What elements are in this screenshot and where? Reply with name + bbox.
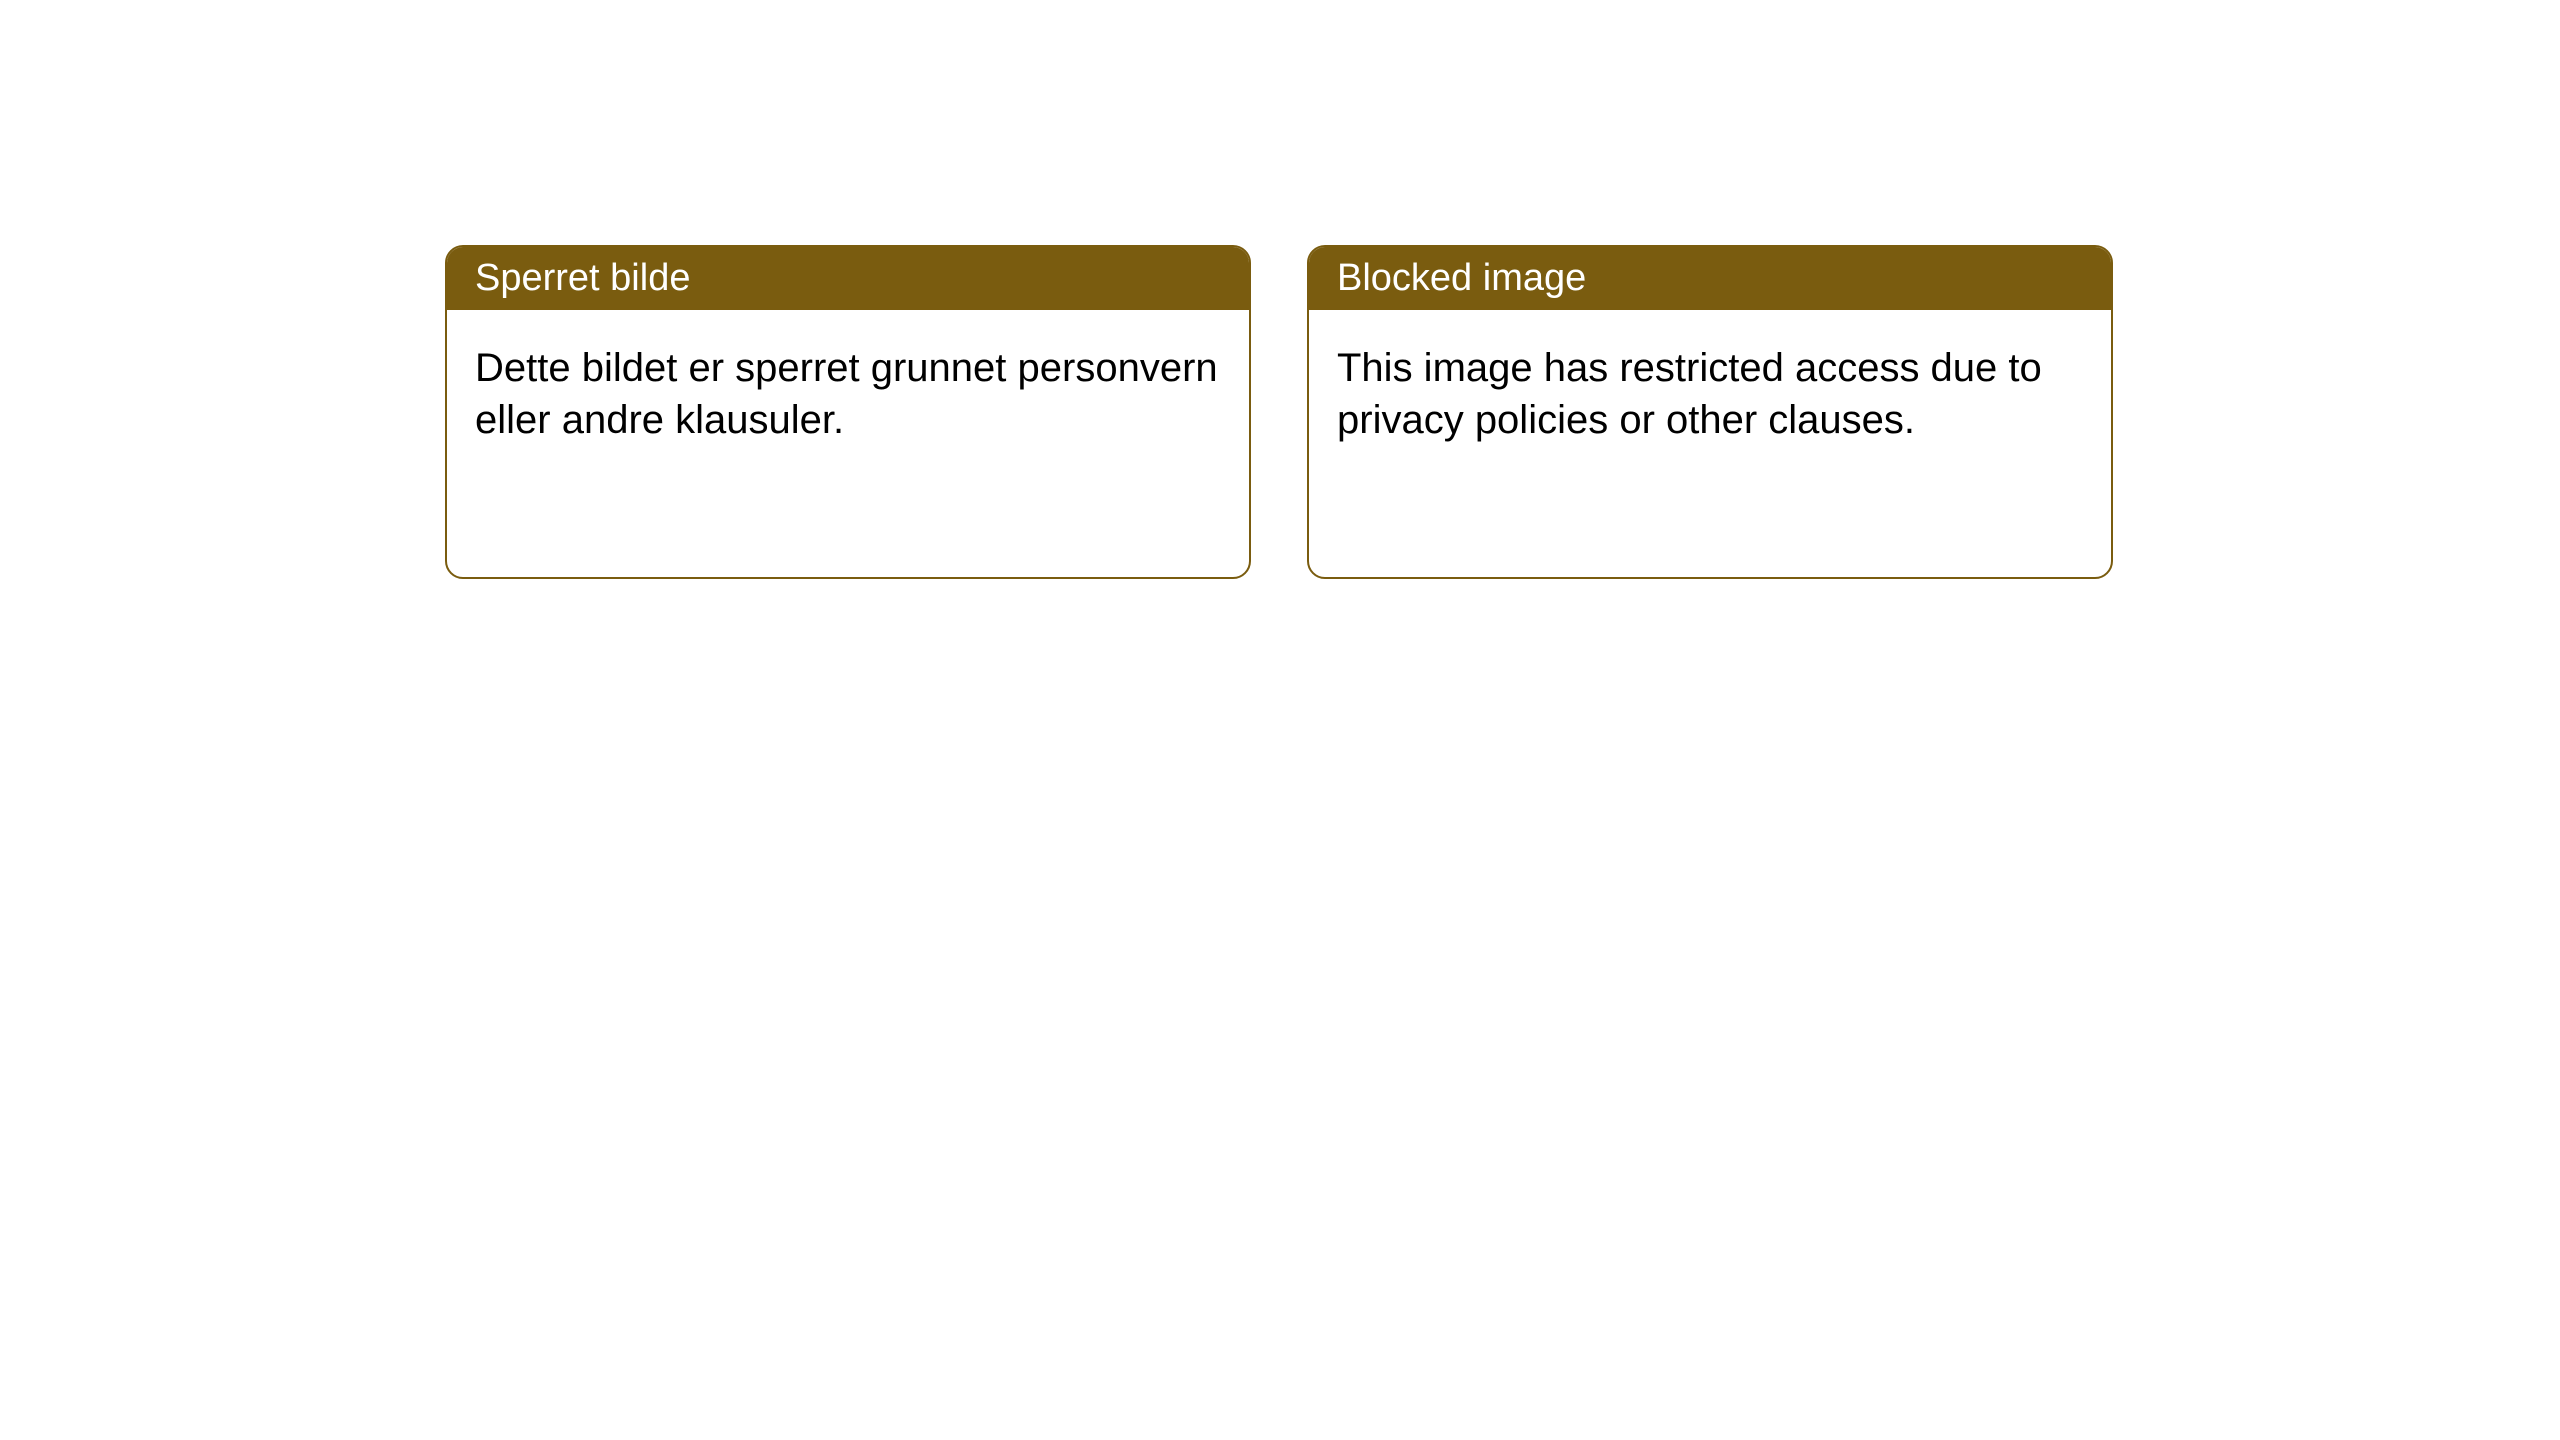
- notice-body-text: Dette bildet er sperret grunnet personve…: [447, 310, 1249, 478]
- notice-body-text: This image has restricted access due to …: [1309, 310, 2111, 478]
- notice-card-norwegian: Sperret bilde Dette bildet er sperret gr…: [445, 245, 1251, 579]
- notice-card-english: Blocked image This image has restricted …: [1307, 245, 2113, 579]
- notice-title: Blocked image: [1309, 247, 2111, 310]
- notice-cards-container: Sperret bilde Dette bildet er sperret gr…: [0, 0, 2560, 579]
- notice-title: Sperret bilde: [447, 247, 1249, 310]
